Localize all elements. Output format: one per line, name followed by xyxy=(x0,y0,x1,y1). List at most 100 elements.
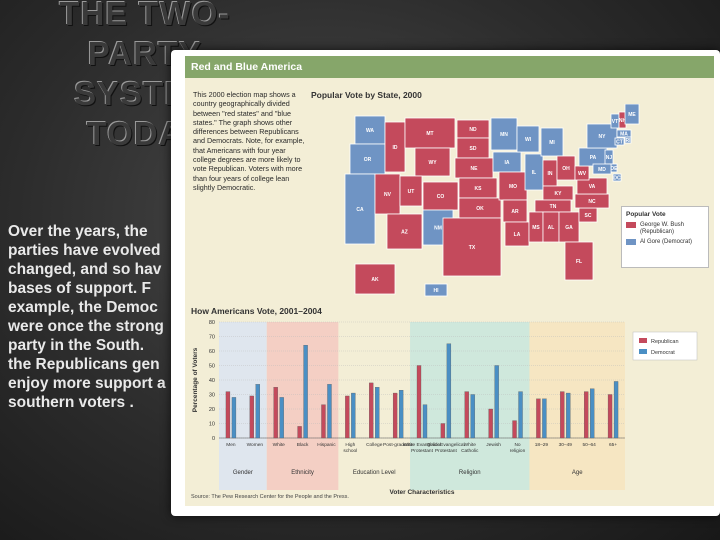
state-label-mt: MT xyxy=(426,131,433,137)
state-label-ar: AR xyxy=(511,209,519,215)
chart-legend-swatch xyxy=(639,349,647,354)
map-title: Popular Vote by State, 2000 xyxy=(311,90,422,100)
state-ri xyxy=(624,136,632,144)
chart-category-label: White Evangelical xyxy=(403,442,441,448)
chart-category-label: White xyxy=(273,442,286,448)
state-label-mi: MI xyxy=(549,140,555,146)
chart-title: How Americans Vote, 2001–2004 xyxy=(191,306,322,316)
chart-y-axis-label: Percentage of Voters xyxy=(192,347,199,412)
state-ut xyxy=(399,175,423,207)
state-label-tn: TN xyxy=(550,204,557,210)
chart-category-label: No xyxy=(514,442,520,448)
body-line: changed, and so hav xyxy=(8,261,162,278)
figure-panel: Red and Blue America This 2000 election … xyxy=(185,56,714,506)
state-label-la: LA xyxy=(514,232,521,238)
state-me xyxy=(624,104,640,125)
body-line: southern voters . xyxy=(8,394,134,411)
state-label-va: VA xyxy=(589,184,596,190)
chart-group-band xyxy=(338,322,411,490)
chart-category-label: Men xyxy=(226,442,236,448)
chart-y-tick-label: 20 xyxy=(209,407,215,413)
bar-republican xyxy=(607,394,613,439)
chart-y-tick-label: 50 xyxy=(209,364,215,370)
state-label-in: IN xyxy=(548,171,553,177)
state-label-ky: KY xyxy=(555,191,563,197)
chart-category-label: religion xyxy=(510,448,526,454)
chart-y-tick-label: 80 xyxy=(209,320,215,326)
state-mt xyxy=(404,117,456,149)
chart-y-tick-label: 70 xyxy=(209,335,215,341)
state-az xyxy=(386,213,423,250)
bar-republican xyxy=(560,391,565,439)
slide-body-text: Over the years, the parties have evolved… xyxy=(8,222,208,412)
legend-swatch-republican xyxy=(626,222,636,228)
chart-x-axis-label: Voter Characteristics xyxy=(390,489,455,496)
chart-y-tick-label: 40 xyxy=(209,378,215,384)
bar-republican xyxy=(249,395,254,439)
state-label-wi: WI xyxy=(525,137,532,143)
chart-category-label: Protestant xyxy=(411,448,434,454)
state-label-vt: VT xyxy=(612,119,618,125)
chart-category-label: Jewish xyxy=(486,442,501,448)
state-label-nd: ND xyxy=(469,127,477,133)
bar-republican xyxy=(321,404,326,439)
chart-category-label: Post-graduate xyxy=(383,442,413,448)
state-label-ut: UT xyxy=(408,189,415,195)
state-label-nc: NC xyxy=(588,199,596,205)
state-tx xyxy=(442,217,502,277)
chart-group-band xyxy=(410,322,530,490)
body-line: Over the years, the xyxy=(8,223,148,240)
chart-category-label: High xyxy=(345,442,355,448)
bar-democrat xyxy=(494,365,499,439)
state-label-ct: CT xyxy=(616,140,623,146)
state-label-ri: RI xyxy=(626,138,632,144)
bar-democrat xyxy=(542,398,547,439)
state-label-wv: WV xyxy=(578,171,587,177)
chart-category-label: College xyxy=(366,442,383,448)
state-label-nv: NV xyxy=(384,192,392,198)
bar-democrat xyxy=(279,397,284,439)
bar-democrat xyxy=(422,404,428,439)
state-hi xyxy=(424,283,448,297)
state-label-or: OR xyxy=(364,157,372,163)
bar-democrat xyxy=(398,390,404,439)
state-label-ma: MA xyxy=(620,132,628,138)
chart-category-label: school xyxy=(343,448,357,454)
state-label-ak: AK xyxy=(371,277,379,283)
chart-legend-label: Democrat xyxy=(651,350,675,356)
slide-title-line: THE TWO- xyxy=(59,0,231,32)
chart-y-tick-label: 0 xyxy=(212,436,215,442)
bar-democrat xyxy=(470,394,475,439)
chart-source: Source: The Pew Research Center for the … xyxy=(191,494,349,500)
body-line: enjoy more support a xyxy=(8,375,166,392)
state-label-ks: KS xyxy=(475,186,483,192)
body-line: example, the Democ xyxy=(8,299,158,316)
chart-group-label: Age xyxy=(572,470,583,476)
bar-republican xyxy=(512,420,517,439)
legend-swatch-democrat xyxy=(626,239,636,245)
state-label-wa: WA xyxy=(366,128,374,134)
state-label-sc: SC xyxy=(585,213,592,219)
state-label-ok: OK xyxy=(476,206,484,212)
state-label-fl: FL xyxy=(576,259,582,265)
state-va xyxy=(576,177,608,195)
state-label-ne: NE xyxy=(471,166,479,172)
us-election-map: WA OR CA NV ID MT WY UT AZ CO NM ND SD NE KS OK TX MN IA MO… xyxy=(344,104,640,297)
bar-republican xyxy=(297,426,302,439)
bar-democrat xyxy=(351,392,356,439)
bar-democrat xyxy=(518,391,523,439)
state-label-hi: HI xyxy=(434,288,440,294)
vote-bar-chart: Gender Ethnicity Education Level Religion Ag… xyxy=(192,320,698,496)
chart-y-tick-label: 10 xyxy=(209,422,215,428)
bar-democrat xyxy=(231,397,237,439)
state-ma xyxy=(616,129,632,138)
bar-democrat xyxy=(613,381,619,439)
bar-democrat xyxy=(303,345,308,439)
bar-republican xyxy=(273,387,278,439)
state-ak xyxy=(354,263,396,295)
bar-republican xyxy=(416,365,422,439)
chart-group-band xyxy=(266,322,339,490)
state-label-ny: NY xyxy=(599,134,607,140)
textbook-figure: Red and Blue America This 2000 election … xyxy=(171,50,720,516)
state-label-md: MD xyxy=(598,167,606,173)
